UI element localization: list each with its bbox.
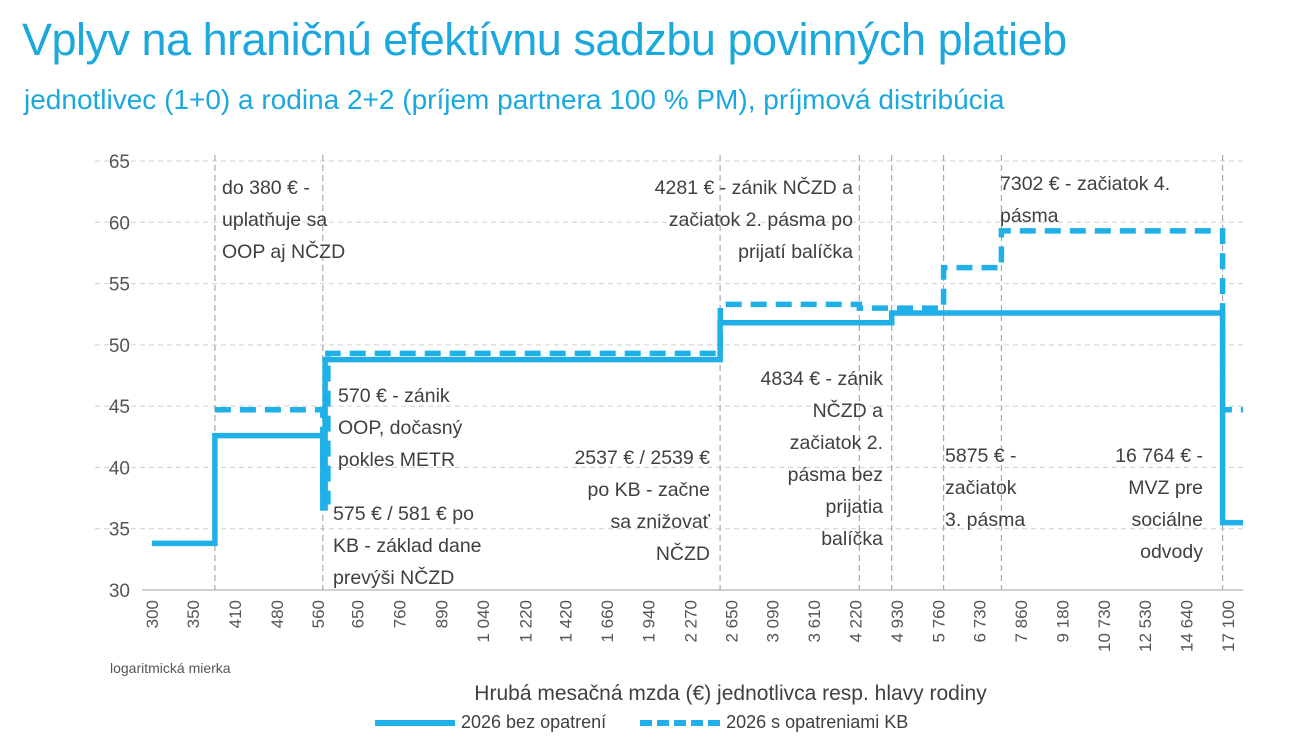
annotation-line: prijatí balíčka bbox=[738, 241, 853, 263]
x-tick-label: 300 bbox=[143, 600, 162, 628]
annotation-line: 7302 € - začiatok 4. bbox=[1000, 173, 1171, 195]
annotation-line: OOP aj NČZD bbox=[222, 241, 346, 263]
x-tick-label: 480 bbox=[268, 600, 287, 628]
x-tick-label: 5 760 bbox=[929, 600, 948, 643]
annotation-line: pásma bbox=[1000, 205, 1059, 227]
annotation-line: KB - základ dane bbox=[333, 535, 482, 557]
annotation-line: začiatok 2. pásma po bbox=[668, 209, 853, 231]
chart-subtitle: jednotlivec (1+0) a rodina 2+2 (príjem p… bbox=[24, 84, 1005, 115]
annotation-line: začiatok bbox=[945, 477, 1017, 499]
y-tick-label: 60 bbox=[109, 213, 130, 234]
x-tick-label: 7 860 bbox=[1012, 600, 1031, 643]
annotation-line: 5875 € - bbox=[945, 445, 1017, 467]
annotation-line: 3. pásma bbox=[945, 509, 1026, 531]
y-tick-label: 30 bbox=[109, 581, 130, 602]
legend: 2026 bez opatrení 2026 s opatreniami KB bbox=[375, 712, 908, 733]
x-tick-label: 410 bbox=[226, 600, 245, 628]
annotation-line: do 380 € - bbox=[222, 177, 310, 199]
annotation: 7302 € - začiatok 4. pásma bbox=[1000, 168, 1170, 232]
x-tick-label: 1 040 bbox=[474, 600, 493, 643]
y-tick-label: 50 bbox=[109, 336, 130, 357]
annotation-line: sociálne bbox=[1131, 509, 1203, 531]
annotation: 575 € / 581 € po KB - základ dane prevýši … bbox=[333, 498, 482, 594]
annotation-line: 570 € - zánik bbox=[338, 385, 450, 407]
x-tick-label: 14 640 bbox=[1178, 600, 1197, 652]
x-tick-label: 10 730 bbox=[1095, 600, 1114, 652]
x-tick-label: 760 bbox=[390, 600, 409, 628]
annotation-line: pokles METR bbox=[338, 449, 456, 471]
y-tick-label: 45 bbox=[109, 397, 130, 418]
x-tick-label: 4 930 bbox=[888, 600, 907, 643]
x-tick-label: 2 270 bbox=[682, 600, 701, 643]
annotation: 570 € - zánik OOP, dočasný pokles METR bbox=[338, 380, 462, 476]
chart-title: Vplyv na hraničnú efektívnu sadzbu povin… bbox=[22, 14, 1067, 65]
annotation-line: pásma bez bbox=[787, 464, 883, 486]
legend-item-dashed: 2026 s opatreniami KB bbox=[640, 712, 908, 733]
annotation-line: sa znižovať bbox=[610, 511, 710, 533]
y-tick-label: 35 bbox=[109, 520, 130, 541]
annotation: 16 764 € - MVZ pre sociálne odvody bbox=[1115, 440, 1203, 568]
legend-item-solid: 2026 bez opatrení bbox=[375, 712, 606, 733]
scale-note: logaritmická mierka bbox=[110, 660, 231, 676]
x-tick-label: 1 940 bbox=[640, 600, 659, 643]
annotation-line: po KB - začne bbox=[587, 479, 710, 501]
x-tick-label: 4 220 bbox=[847, 600, 866, 643]
legend-swatch-solid bbox=[375, 719, 455, 726]
x-axis-label: Hrubá mesačná mzda (€) jednotlivca resp.… bbox=[474, 682, 987, 705]
x-tick-label: 17 100 bbox=[1219, 600, 1238, 652]
x-tick-label: 12 530 bbox=[1136, 600, 1155, 652]
x-tick-label: 6 730 bbox=[971, 600, 990, 643]
x-tick-label: 350 bbox=[184, 600, 203, 628]
annotation-line: 4281 € - zánik NČZD a bbox=[654, 177, 853, 199]
annotation-line: 2537 € / 2539 € bbox=[574, 447, 710, 469]
x-tick-label: 560 bbox=[309, 600, 328, 628]
x-tick-label: 3 090 bbox=[764, 600, 783, 643]
legend-label: 2026 bez opatrení bbox=[461, 712, 607, 732]
annotation-line: 16 764 € - bbox=[1115, 445, 1203, 467]
annotation-line: 4834 € - zánik bbox=[760, 368, 884, 390]
annotation: 4281 € - zánik NČZD a začiatok 2. pásma p… bbox=[655, 172, 853, 268]
legend-swatch-dashed bbox=[640, 719, 721, 726]
y-tick-label: 65 bbox=[109, 152, 130, 173]
series-line-s-opatreniami bbox=[214, 228, 1243, 505]
annotation: do 380 € - uplatňuje sa OOP aj NČZD bbox=[222, 172, 345, 268]
x-tick-label: 1 220 bbox=[516, 600, 535, 643]
annotation-line: prijatia bbox=[825, 496, 883, 518]
annotation-line: uplatňuje sa bbox=[222, 209, 328, 231]
x-tick-label: 9 180 bbox=[1053, 600, 1072, 643]
annotation-line: NČZD bbox=[655, 543, 710, 565]
annotation-line: NČZD a bbox=[812, 400, 883, 422]
y-tick-label: 55 bbox=[109, 275, 130, 296]
series-line-bez-opatreni bbox=[152, 310, 1243, 547]
annotation-line: začiatok 2. bbox=[789, 432, 883, 454]
annotation-line: balíčka bbox=[821, 528, 883, 550]
x-tick-label: 890 bbox=[432, 600, 451, 628]
annotation-line: odvody bbox=[1140, 541, 1203, 563]
annotation-line: MVZ pre bbox=[1128, 477, 1203, 499]
annotation-line: 575 € / 581 € po bbox=[333, 503, 474, 525]
annotation: 2537 € / 2539 € po KB - začne sa znižovať N… bbox=[574, 442, 710, 570]
y-tick-label: 40 bbox=[109, 458, 130, 479]
annotation-line: OOP, dočasný bbox=[338, 417, 463, 439]
x-tick-label: 2 650 bbox=[723, 600, 742, 643]
annotation: 5875 € - začiatok 3. pásma bbox=[945, 440, 1025, 536]
x-tick-label: 1 660 bbox=[598, 600, 617, 643]
annotation-line: prevýši NČZD bbox=[333, 567, 455, 589]
x-tick-label: 1 420 bbox=[557, 600, 576, 643]
x-tick-label: 3 610 bbox=[805, 600, 824, 643]
x-tick-label: 650 bbox=[349, 600, 368, 628]
legend-label: 2026 s opatreniami KB bbox=[726, 712, 909, 732]
annotation: 4834 € - zánik NČZD a začiatok 2. pásma bez… bbox=[761, 363, 884, 555]
